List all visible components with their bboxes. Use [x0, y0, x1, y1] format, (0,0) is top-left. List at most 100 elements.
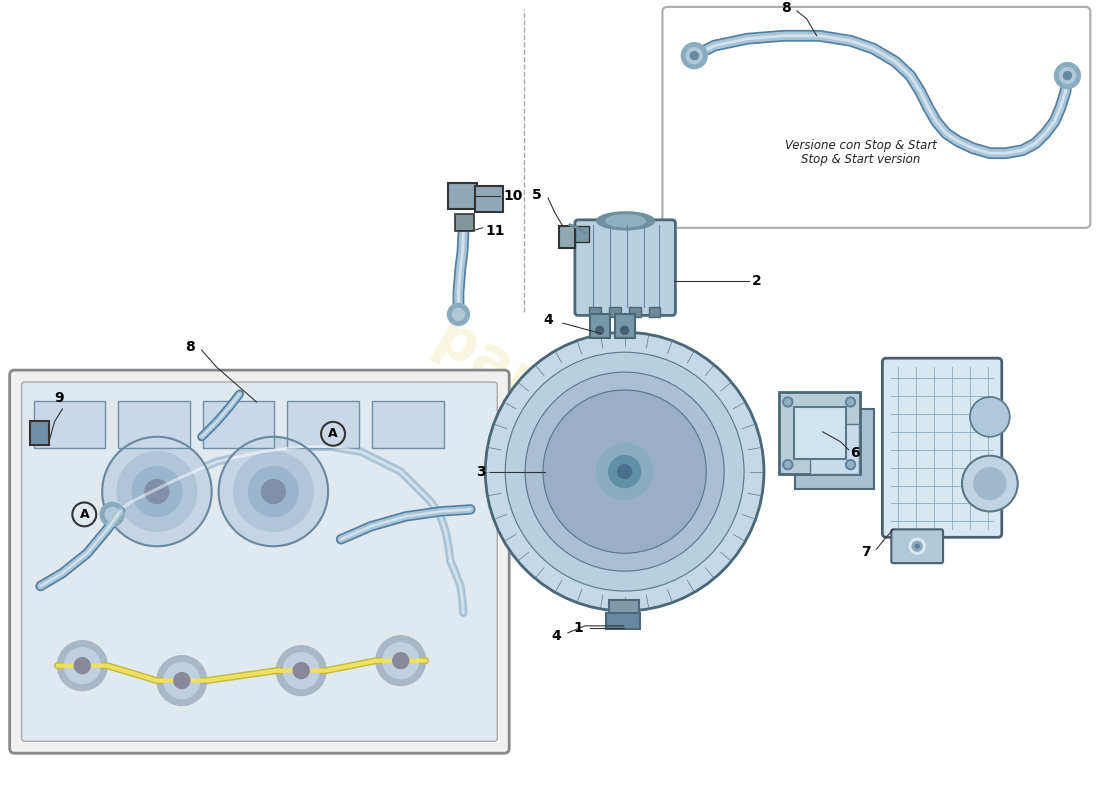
- Circle shape: [912, 542, 922, 551]
- Text: 10: 10: [503, 189, 522, 203]
- Circle shape: [846, 397, 856, 407]
- Circle shape: [974, 468, 1005, 499]
- Circle shape: [145, 479, 169, 503]
- Circle shape: [448, 303, 470, 326]
- Circle shape: [691, 52, 698, 60]
- Circle shape: [233, 452, 314, 531]
- Circle shape: [1064, 71, 1071, 79]
- Circle shape: [847, 399, 854, 405]
- Circle shape: [262, 479, 285, 503]
- FancyBboxPatch shape: [891, 530, 943, 563]
- Text: 8: 8: [185, 340, 195, 354]
- Circle shape: [784, 462, 791, 468]
- Circle shape: [219, 437, 328, 546]
- FancyBboxPatch shape: [649, 307, 660, 318]
- FancyBboxPatch shape: [575, 226, 589, 242]
- Circle shape: [284, 653, 319, 689]
- Circle shape: [249, 466, 298, 516]
- FancyBboxPatch shape: [608, 307, 620, 318]
- Circle shape: [383, 642, 419, 678]
- Ellipse shape: [606, 215, 646, 227]
- Text: 6: 6: [850, 446, 860, 460]
- Circle shape: [294, 662, 309, 678]
- Circle shape: [65, 648, 100, 683]
- Circle shape: [157, 656, 207, 706]
- FancyBboxPatch shape: [628, 307, 640, 318]
- Text: parts since
1985: parts since 1985: [392, 308, 768, 596]
- Text: A: A: [328, 427, 338, 440]
- FancyBboxPatch shape: [287, 401, 359, 448]
- Circle shape: [164, 662, 200, 698]
- Text: 9: 9: [55, 391, 64, 405]
- Circle shape: [783, 460, 793, 470]
- Text: 7: 7: [861, 546, 870, 559]
- FancyBboxPatch shape: [22, 382, 497, 742]
- Text: 5: 5: [532, 188, 542, 202]
- Circle shape: [686, 48, 702, 64]
- FancyBboxPatch shape: [588, 307, 601, 318]
- Circle shape: [100, 502, 124, 526]
- Text: 11: 11: [485, 224, 505, 238]
- Circle shape: [75, 658, 90, 674]
- FancyBboxPatch shape: [575, 220, 675, 315]
- FancyBboxPatch shape: [10, 370, 509, 754]
- Circle shape: [485, 332, 763, 611]
- Text: A: A: [79, 508, 89, 521]
- Circle shape: [117, 452, 197, 531]
- Circle shape: [620, 326, 628, 334]
- Circle shape: [102, 437, 211, 546]
- Circle shape: [597, 444, 652, 499]
- FancyBboxPatch shape: [794, 407, 846, 458]
- FancyBboxPatch shape: [810, 424, 859, 474]
- Circle shape: [847, 462, 854, 468]
- Circle shape: [783, 397, 793, 407]
- Circle shape: [608, 456, 640, 487]
- Circle shape: [452, 309, 464, 320]
- FancyBboxPatch shape: [615, 314, 635, 338]
- FancyBboxPatch shape: [202, 401, 274, 448]
- Circle shape: [393, 653, 409, 669]
- Circle shape: [915, 544, 920, 548]
- FancyBboxPatch shape: [372, 401, 443, 448]
- FancyBboxPatch shape: [30, 421, 50, 445]
- Text: 1: 1: [573, 621, 583, 635]
- Text: Versione con Stop & Start: Versione con Stop & Start: [784, 138, 936, 152]
- Circle shape: [525, 372, 724, 571]
- Circle shape: [784, 399, 791, 405]
- Circle shape: [106, 507, 119, 522]
- Text: 3: 3: [475, 465, 485, 478]
- Ellipse shape: [597, 212, 654, 230]
- FancyBboxPatch shape: [882, 358, 1002, 538]
- Circle shape: [376, 636, 426, 686]
- FancyBboxPatch shape: [590, 314, 609, 338]
- FancyBboxPatch shape: [662, 7, 1090, 228]
- FancyBboxPatch shape: [779, 392, 860, 474]
- FancyBboxPatch shape: [475, 186, 503, 212]
- Circle shape: [505, 352, 744, 591]
- FancyBboxPatch shape: [118, 401, 190, 448]
- Circle shape: [846, 460, 856, 470]
- Circle shape: [618, 465, 631, 478]
- Text: 4: 4: [543, 314, 553, 327]
- FancyBboxPatch shape: [455, 214, 474, 231]
- Circle shape: [962, 456, 1018, 511]
- FancyBboxPatch shape: [448, 183, 477, 209]
- FancyBboxPatch shape: [608, 600, 639, 616]
- Circle shape: [543, 390, 706, 554]
- Circle shape: [276, 646, 326, 695]
- FancyBboxPatch shape: [33, 401, 106, 448]
- Circle shape: [132, 466, 182, 516]
- Circle shape: [174, 673, 190, 689]
- Text: Stop & Start version: Stop & Start version: [801, 153, 921, 166]
- Circle shape: [1055, 62, 1080, 89]
- Circle shape: [681, 42, 707, 69]
- Text: 8: 8: [781, 1, 791, 15]
- Circle shape: [57, 641, 107, 690]
- Circle shape: [1059, 68, 1076, 83]
- FancyBboxPatch shape: [559, 226, 575, 248]
- FancyBboxPatch shape: [606, 613, 639, 629]
- Circle shape: [596, 326, 604, 334]
- FancyBboxPatch shape: [795, 409, 874, 489]
- Circle shape: [910, 538, 925, 554]
- Text: 4: 4: [551, 629, 561, 643]
